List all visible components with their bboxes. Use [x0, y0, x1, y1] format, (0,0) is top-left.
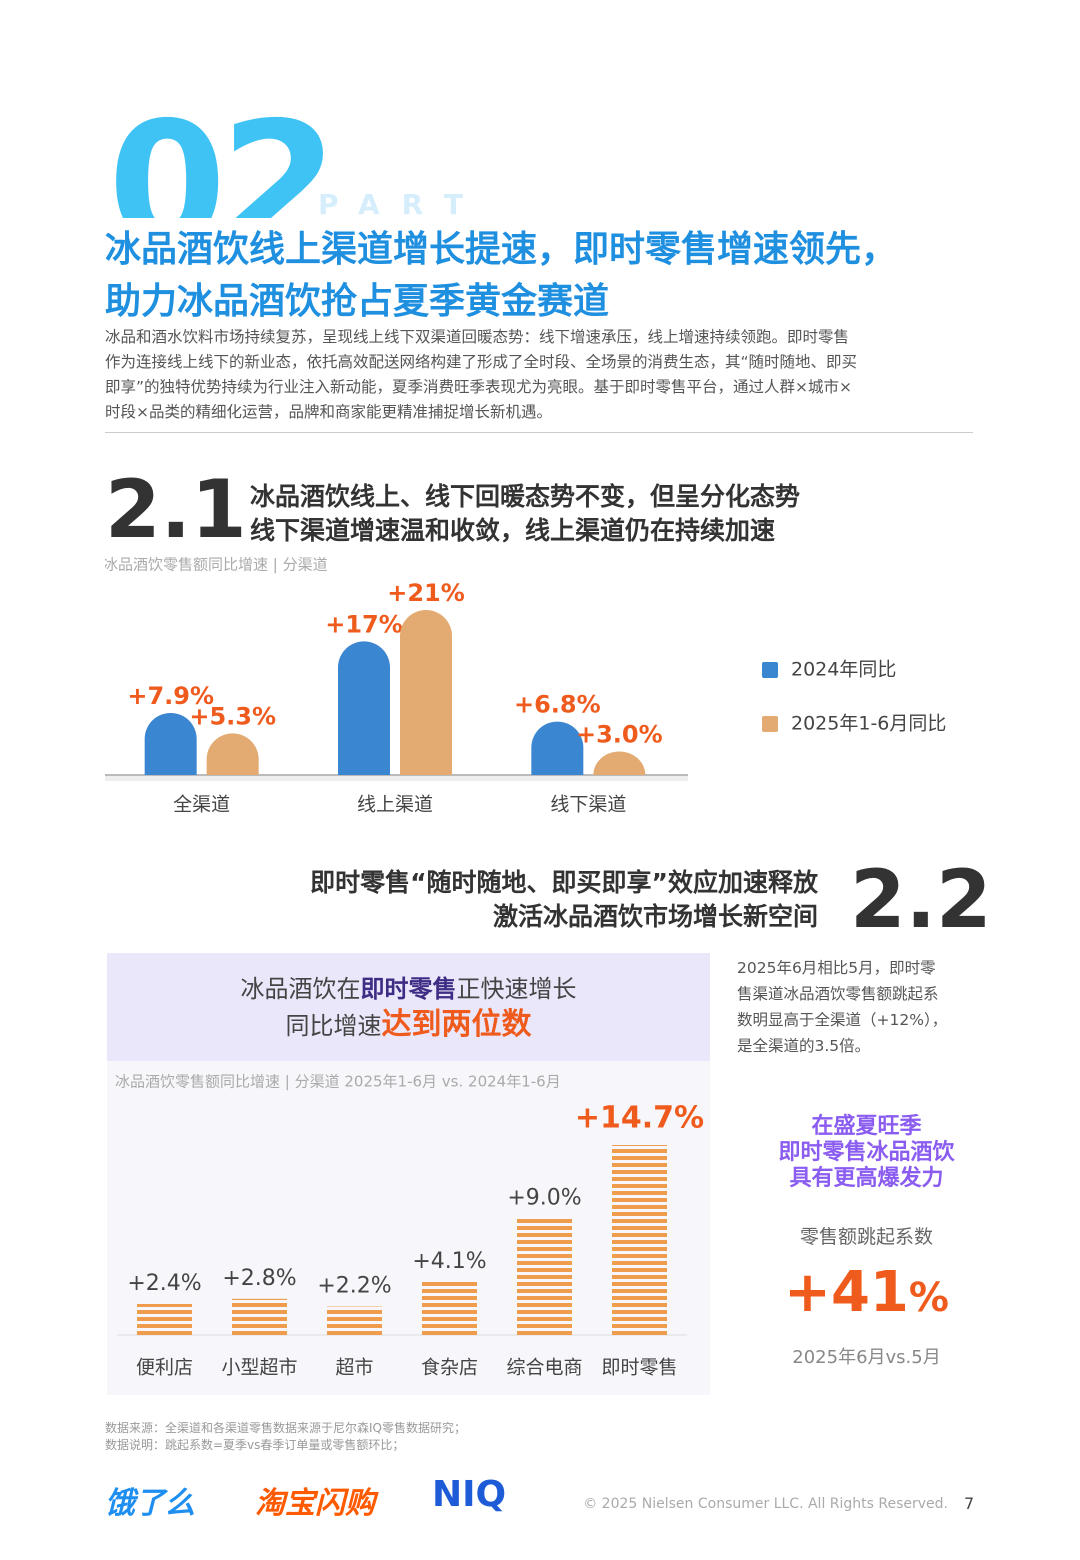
section-line: 线下渠道增速温和收敛，线上渠道仍在持续加速: [250, 516, 776, 545]
value-label: +2.2%: [317, 1274, 391, 1299]
stat-note: 2025年6月vs.5月: [792, 1347, 941, 1368]
baseline-shadow: [105, 775, 688, 781]
x-tick-label: 线下渠道: [550, 794, 626, 816]
section-number: 2.2: [850, 853, 992, 946]
logo: 饿了么: [105, 1486, 195, 1521]
x-tick-label: 线上渠道: [357, 794, 433, 816]
highlight-line: 具有更高爆发力: [789, 1166, 944, 1191]
x-tick-label: 全渠道: [173, 794, 230, 816]
bar: [232, 1298, 287, 1335]
side-line: 是全渠道的3.5倍。: [737, 1037, 871, 1055]
x-tick-label: 小型超市: [221, 1357, 297, 1379]
headline-line: 助力冰品酒饮抢占夏季黄金赛道: [105, 281, 610, 322]
footnote: 数据来源：全渠道和各渠道零售数据来源于尼尔森IQ零售数据研究；: [105, 1421, 466, 1435]
part-number: 02: [108, 100, 333, 218]
page-number: 7: [964, 1494, 975, 1513]
section-line: 冰品酒饮线上、线下回暖态势不变，但呈分化态势: [250, 482, 801, 511]
bar: [531, 721, 584, 775]
highlight: 在盛夏旺季 即时零售冰品酒饮 具有更高爆发力: [740, 1114, 993, 1192]
value-label: +5.3%: [189, 702, 276, 730]
section-number: 2.1: [105, 463, 247, 556]
section-title: 冰品酒饮线上、线下回暖态势不变，但呈分化态势 线下渠道增速温和收敛，线上渠道仍在…: [250, 480, 800, 548]
bar: [137, 1303, 192, 1335]
intro-line: 时段×品类的精细化运营，品牌和商家能更精准捕捉增长新机遇。: [105, 403, 552, 421]
x-tick-label: 食杂店: [421, 1357, 478, 1379]
value-label: +3.0%: [576, 720, 663, 748]
headline-line: 冰品酒饮线上渠道增长提速，即时零售增速领先，: [105, 229, 898, 270]
side-line: 2025年6月相比5月，即时零: [737, 959, 936, 977]
value-label: +4.1%: [412, 1249, 486, 1274]
footnotes: 数据来源：全渠道和各渠道零售数据来源于尼尔森IQ零售数据研究； 数据说明：跳起系…: [105, 1420, 466, 1454]
chart-retail: 冰品酒饮零售额同比增速 | 分渠道 2025年1-6月 vs. 2024年1-6…: [115, 1073, 704, 1379]
stat-unit: %: [908, 1275, 949, 1321]
legend-swatch: [762, 662, 778, 678]
section-line: 激活冰品酒饮市场增长新空间: [492, 902, 818, 931]
value-label: +14.7%: [575, 1101, 704, 1136]
chart-title: 冰品酒饮零售额同比增速 | 分渠道: [105, 556, 328, 574]
highlight-line: 在盛夏旺季: [811, 1114, 922, 1139]
bar: [327, 1306, 382, 1335]
x-tick-label: 超市: [335, 1357, 373, 1379]
legend-label: 2025年1-6月同比: [791, 713, 946, 735]
section-line: 即时零售“随时随地、即买即享”效应加速释放: [310, 868, 818, 897]
bar: [206, 733, 259, 775]
text: 同比增速: [285, 1012, 382, 1040]
value-label: +17%: [325, 610, 403, 638]
box-heading: 冰品酒饮在即时零售正快速增长 同比增速达到两位数: [107, 953, 710, 1061]
value-label: +6.8%: [514, 691, 601, 719]
stat-value: +41: [784, 1260, 909, 1325]
value-label: +7.9%: [127, 682, 214, 710]
bar: [612, 1145, 667, 1335]
box-line: 同比增速达到两位数: [107, 1007, 710, 1044]
intro-line: 作为连接线上线下的新业态，依托高效配送网络构建了形成了全时段、全场景的消费生态，…: [105, 353, 858, 371]
chart-title: 冰品酒饮零售额同比增速 | 分渠道 2025年1-6月 vs. 2024年1-6…: [115, 1073, 561, 1091]
legend-label: 2024年同比: [791, 659, 896, 681]
part-label: PART: [318, 188, 486, 221]
bar: [422, 1282, 477, 1335]
side-text: 2025年6月相比5月，即时零 售渠道冰品酒饮零售额跳起系 数明显高于全渠道（+…: [737, 955, 947, 1059]
emphasis: 即时零售: [360, 975, 457, 1003]
value-label: +21%: [387, 579, 465, 607]
intro-line: 冰品和酒水饮料市场持续复苏，呈现线上线下双渠道回暖态势：线下增速承压，线上增速持…: [105, 328, 850, 346]
logo: NIQ: [432, 1474, 507, 1515]
copyright: © 2025 Nielsen Consumer LLC. All Rights …: [583, 1496, 948, 1512]
highlight-line: 即时零售冰品酒饮: [778, 1140, 955, 1165]
emphasis: 达到两位数: [381, 1007, 532, 1042]
value-label: +2.4%: [127, 1271, 201, 1296]
side-line: 售渠道冰品酒饮零售额跳起系: [737, 985, 939, 1003]
bar: [144, 712, 197, 775]
value-label: +2.8%: [222, 1266, 296, 1291]
divider: [105, 432, 973, 433]
x-tick-label: 综合电商: [506, 1357, 582, 1379]
intro-line: 即享”的独特优势持续为行业注入新动能，夏季消费旺季表现尤为亮眼。基于即时零售平台…: [105, 378, 853, 396]
bar: [593, 751, 646, 775]
x-tick-label: 即时零售: [601, 1357, 677, 1379]
bar: [400, 610, 452, 775]
legend-swatch: [762, 716, 778, 732]
bar: [517, 1218, 572, 1335]
text: 冰品酒饮在: [240, 975, 361, 1003]
section-title: 即时零售“随时随地、即买即享”效应加速释放 激活冰品酒饮市场增长新空间: [310, 866, 818, 934]
headline: 冰品酒饮线上渠道增长提速，即时零售增速领先， 助力冰品酒饮抢占夏季黄金赛道: [105, 224, 897, 328]
intro: 冰品和酒水饮料市场持续复苏，呈现线上线下双渠道回暖态势：线下增速承压，线上增速持…: [105, 325, 980, 425]
x-tick-label: 便利店: [136, 1357, 193, 1379]
box-line: 冰品酒饮在即时零售正快速增长: [107, 971, 710, 1007]
stat: +41%: [740, 1260, 993, 1325]
stat-label: 零售额跳起系数: [799, 1226, 933, 1248]
footnote: 数据说明：跳起系数=夏季vs春季订单量或零售额环比；: [105, 1438, 405, 1452]
side-line: 数明显高于全渠道（+12%），: [737, 1011, 948, 1029]
logo: 淘宝闪购: [255, 1486, 375, 1521]
value-label: +9.0%: [507, 1186, 581, 1211]
text: 正快速增长: [456, 975, 577, 1003]
bar: [338, 641, 390, 775]
